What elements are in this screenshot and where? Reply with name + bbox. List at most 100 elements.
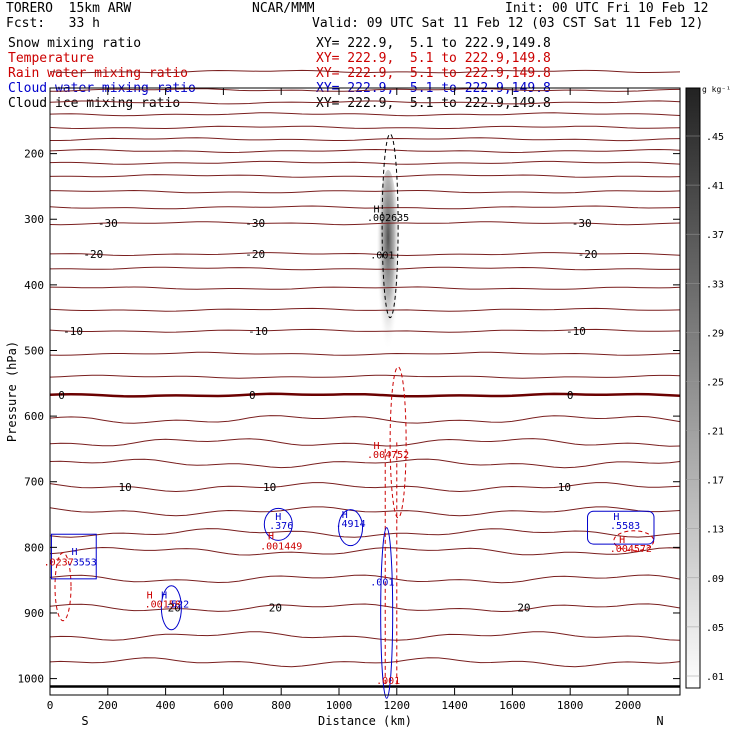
- isotherm-line: [49, 415, 681, 424]
- cloud-water-contour: [160, 585, 182, 631]
- isotherm-label: 10: [263, 481, 276, 494]
- cloud-water-contour: [263, 507, 293, 541]
- x-tick-label: 800: [271, 699, 291, 712]
- contour-annotation: H: [161, 591, 167, 602]
- colorbar-label: .09: [706, 574, 724, 585]
- isotherm-label: 20: [517, 602, 530, 615]
- y-tick-label: 500: [24, 344, 44, 357]
- rain-contour: [389, 366, 407, 519]
- contour-annotation: H: [72, 547, 78, 558]
- isotherm-line: [49, 528, 681, 538]
- colorbar-label: .17: [706, 476, 724, 487]
- isotherm-line: [49, 482, 681, 493]
- isotherm-label: 10: [558, 481, 571, 494]
- contour-annotation: .004752: [367, 450, 409, 461]
- isotherm-line: [49, 148, 681, 154]
- colorbar-unit: g kg⁻¹: [702, 85, 731, 94]
- isotherm-label: -20: [245, 248, 265, 261]
- contour-annotation: .4914: [335, 519, 365, 530]
- y-tick-label: 600: [24, 410, 44, 423]
- colorbar-label: .29: [706, 328, 724, 339]
- field-xy-cloud-ice: XY= 222.9, 5.1 to 222.9,149.8: [316, 96, 551, 111]
- isotherm-line: [49, 506, 681, 517]
- x-tick-label: 1600: [499, 699, 526, 712]
- isotherm-label: 20: [168, 602, 181, 615]
- x-tick-label: 200: [98, 699, 118, 712]
- isotherm-label: -10: [566, 325, 586, 338]
- contour-annotation: H: [374, 441, 380, 452]
- isotherm-line: [49, 574, 681, 584]
- colorbar-label: .01: [706, 672, 724, 683]
- contour-annotation: .001: [370, 577, 394, 588]
- isotherm-line: [49, 112, 681, 117]
- contour-annotation: H: [147, 591, 153, 602]
- isotherm-label: 20: [269, 602, 282, 615]
- contour-annotation: .002635: [367, 213, 409, 224]
- isotherm-line: [49, 205, 681, 210]
- colorbar-label: .45: [706, 132, 724, 143]
- colorbar-label: .13: [706, 525, 724, 536]
- colorbar-label: .25: [706, 377, 724, 388]
- contour-annotation: H: [275, 512, 281, 523]
- field-xy-snow: XY= 222.9, 5.1 to 222.9,149.8: [316, 36, 551, 51]
- isotherm-line: [49, 438, 681, 447]
- isotherm-label: -20: [83, 248, 103, 261]
- isotherm-line: [49, 252, 681, 257]
- isotherm-line: [49, 307, 681, 312]
- isotherm-line: [49, 125, 681, 130]
- contour-annotation: .00158: [145, 600, 181, 611]
- isotherm-label: -10: [248, 325, 268, 338]
- plot-frame: [49, 87, 681, 696]
- x-axis-title: Distance (km): [318, 714, 412, 728]
- contour-annotation: .376: [269, 521, 293, 532]
- forecast-hour: Fcst: 33 h: [6, 16, 100, 31]
- y-tick-label: 700: [24, 476, 44, 489]
- contour-annotation: H: [268, 531, 274, 542]
- isotherm-line: [49, 546, 681, 556]
- end-label-left: S: [81, 714, 88, 728]
- isotherm-line: [50, 88, 681, 92]
- isotherm-line: [49, 328, 681, 333]
- isotherm-label: -30: [245, 217, 265, 230]
- field-name-cloud-ice: Cloud ice mixing ratio: [8, 96, 181, 111]
- contour-annotation: H: [613, 512, 619, 523]
- y-tick-label: 200: [24, 148, 44, 161]
- colorbar-label: .41: [706, 181, 724, 192]
- contour-annotation: H: [374, 205, 380, 216]
- x-tick-label: 0: [47, 699, 54, 712]
- colorbar-label: .37: [706, 230, 724, 241]
- isotherm-label: -30: [98, 217, 118, 230]
- contour-annotation: .5583: [610, 521, 640, 532]
- cloud-water-contour: [338, 509, 364, 547]
- end-label-right: N: [656, 714, 663, 728]
- contour-annotation: H: [342, 510, 348, 521]
- isotherm-line: [49, 351, 681, 356]
- rain-contour: [54, 552, 72, 622]
- snow-contour: [381, 133, 399, 319]
- cloud-water-contour: [50, 533, 97, 580]
- init-time: Init: 00 UTC Fri 10 Feb 12: [505, 1, 709, 16]
- y-tick-label: 1000: [18, 673, 45, 686]
- isotherm-line: [49, 392, 681, 398]
- isotherm-line: [50, 137, 681, 142]
- colorbar-label: .33: [706, 279, 724, 290]
- isotherm-label: 10: [119, 481, 132, 494]
- x-tick-label: 1400: [441, 699, 468, 712]
- isotherm-line: [49, 657, 681, 668]
- contour-annotation: .522: [165, 600, 189, 611]
- org-title: NCAR/MMM: [252, 1, 315, 16]
- contour-annotation: .3553: [67, 558, 97, 569]
- contour-annotation: .001: [376, 676, 400, 687]
- field-name-temperature: Temperature: [8, 51, 95, 66]
- x-tick-label: 1800: [557, 699, 584, 712]
- contour-annotation: .0237: [44, 558, 74, 569]
- contour-annotation: H: [619, 535, 625, 546]
- x-tick-label: 2000: [615, 699, 642, 712]
- isotherm-line: [49, 458, 681, 469]
- y-tick-label: 800: [24, 541, 44, 554]
- contour-annotation: .001449: [260, 541, 302, 552]
- y-tick-label: 300: [24, 213, 44, 226]
- contour-annotation: .004572: [610, 544, 652, 555]
- isotherm-line: [49, 69, 681, 74]
- colorbar-label: .05: [706, 623, 724, 634]
